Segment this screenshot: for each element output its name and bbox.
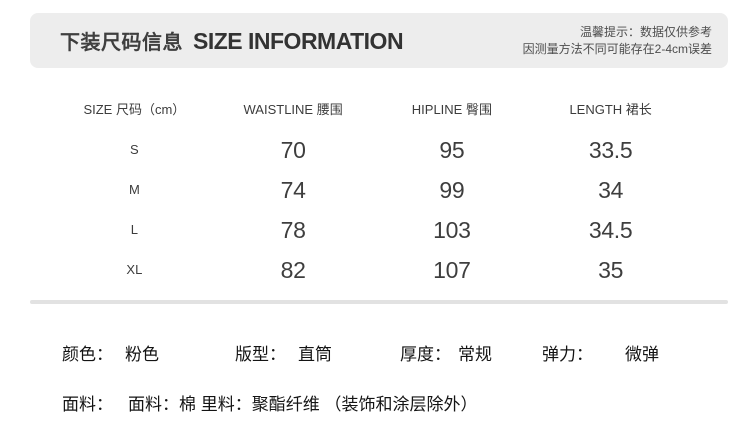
waistline-cell: 70	[280, 137, 306, 163]
table-row: S 70 95 33.5	[55, 130, 690, 170]
column-header-hipline: HIPLINE 臀围	[411, 102, 492, 117]
length-cell: 33.5	[588, 137, 633, 163]
size-cell: M	[128, 182, 140, 197]
fabric-value: 面料：棉 里料：聚酯纤维 （装饰和涂层除外）	[128, 395, 478, 414]
elasticity-value: 微弹	[625, 345, 659, 364]
table-row: XL 82 107 35	[55, 250, 690, 290]
hipline-cell: 95	[439, 137, 465, 163]
length-cell: 35	[598, 257, 624, 283]
thickness-label: 厚度：	[400, 345, 451, 364]
hipline-cell: 103	[433, 217, 471, 243]
title-english: SIZE INFORMATION	[193, 28, 404, 54]
length-cell: 34	[598, 177, 624, 203]
notice-line-2: 因测量方法不同可能存在2-4cm误差	[522, 41, 712, 56]
waistline-cell: 74	[280, 177, 306, 203]
elasticity-label: 弹力：	[542, 345, 593, 364]
thickness-value: 常规	[458, 345, 492, 364]
size-cell: XL	[126, 262, 143, 277]
column-header-size: SIZE 尺码（cm）	[83, 102, 186, 117]
section-divider	[30, 300, 728, 304]
title-chinese: 下装尺码信息	[60, 32, 183, 54]
column-header-waistline: WAISTLINE 腰围	[243, 102, 343, 117]
color-label: 颜色：	[62, 345, 113, 364]
color-value: 粉色	[125, 345, 159, 364]
cut-label: 版型：	[235, 345, 286, 364]
length-cell: 34.5	[588, 217, 633, 243]
fabric-label: 面料：	[62, 395, 113, 414]
waistline-cell: 78	[280, 217, 306, 243]
table-row: M 74 99 34	[55, 170, 690, 210]
waistline-cell: 82	[280, 257, 306, 283]
section-title: 下装尺码信息 SIZE INFORMATION	[60, 26, 404, 55]
measurement-notice: 温馨提示：数据仅供参考 因测量方法不同可能存在2-4cm误差	[523, 24, 712, 58]
size-cell: L	[130, 222, 138, 237]
notice-line-1: 温馨提示：数据仅供参考	[579, 24, 712, 39]
size-table: SIZE 尺码（cm） WAISTLINE 腰围 HIPLINE 臀围 LENG…	[55, 98, 690, 290]
table-header-row: SIZE 尺码（cm） WAISTLINE 腰围 HIPLINE 臀围 LENG…	[55, 98, 690, 122]
hipline-cell: 107	[433, 257, 471, 283]
header-banner: 下装尺码信息 SIZE INFORMATION 温馨提示：数据仅供参考 因测量方…	[30, 13, 728, 68]
table-row: L 78 103 34.5	[55, 210, 690, 250]
column-header-length: LENGTH 裙长	[569, 102, 652, 117]
cut-value: 直筒	[298, 345, 332, 364]
size-cell: S	[130, 142, 139, 157]
hipline-cell: 99	[439, 177, 465, 203]
